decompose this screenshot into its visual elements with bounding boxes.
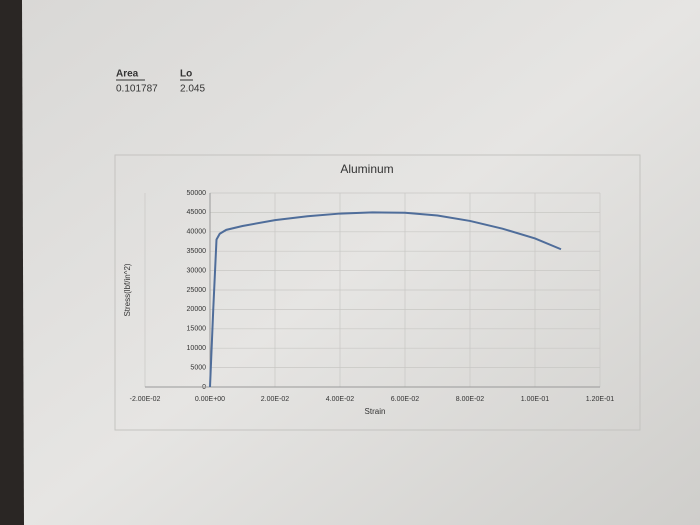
y-tick-label: 35000 [187,248,207,255]
x-tick-label: 6.00E-02 [391,396,420,403]
x-tick-label: 2.00E-02 [261,396,290,403]
y-tick-label: 10000 [187,345,207,352]
y-tick-label: 5000 [190,364,206,371]
area-label: Area [116,69,139,80]
x-tick-label: 0.00E+00 [195,396,225,403]
x-tick-label: 4.00E-02 [326,396,355,403]
data-line [209,211,562,388]
x-tick-label: -2.00E-02 [130,396,161,403]
y-axis-label: Stress(lbf/in^2) [123,263,132,316]
chart-title: Aluminum [340,162,393,176]
x-tick-label: 1.00E-01 [521,396,550,403]
y-tick-label: 40000 [187,229,207,236]
chart-frame [114,154,641,431]
y-tick-label: 50000 [187,190,207,197]
area-value: 0.101787 [116,84,158,95]
x-tick-label: 8.00E-02 [456,396,485,403]
y-tick-label: 30000 [187,267,207,274]
y-tick-label: 45000 [187,209,207,216]
y-tick-label: 20000 [187,306,207,313]
y-tick-label: 15000 [187,326,207,333]
y-tick-label: 25000 [187,287,207,294]
paper [22,0,700,525]
x-tick-label: 1.20E-01 [586,396,615,403]
x-axis-label: Strain [365,407,386,416]
lo-value: 2.045 [180,84,205,95]
lo-label: Lo [180,69,192,80]
